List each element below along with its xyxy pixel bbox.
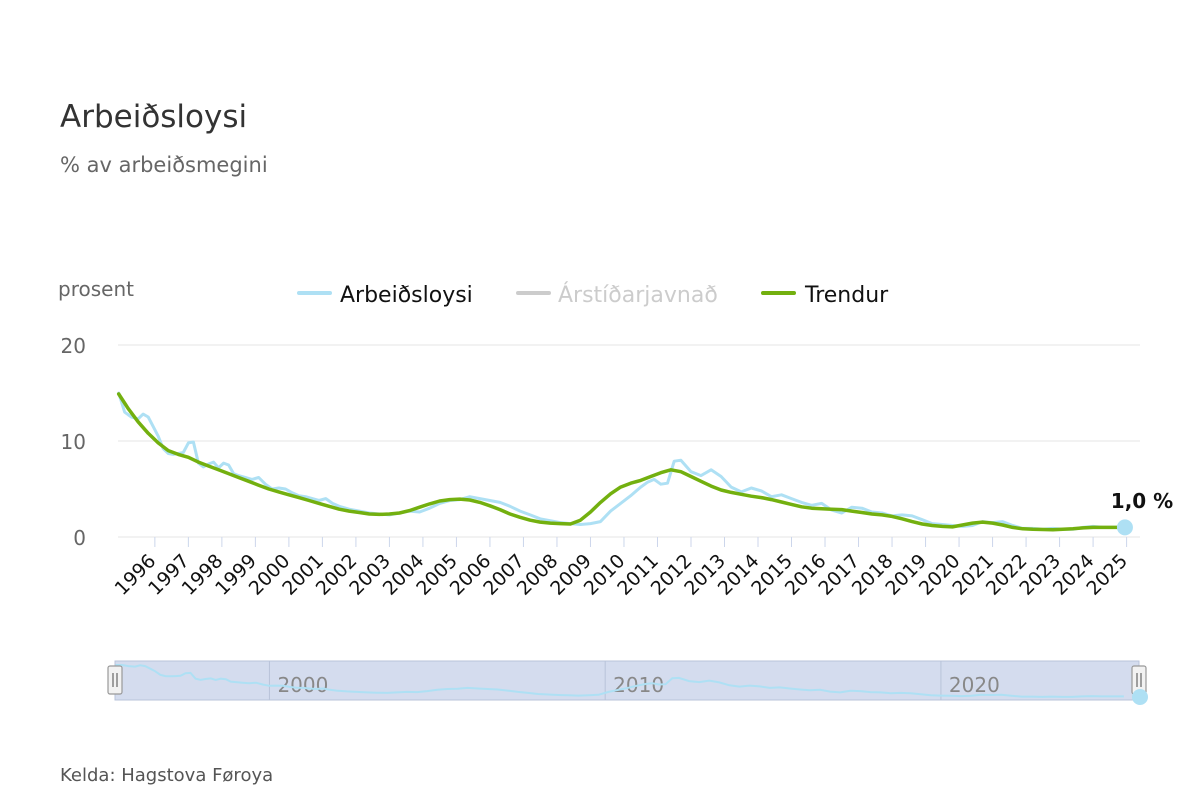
legend-label-unemployment: Arbeiðsloysi	[340, 283, 473, 308]
legend-item-seasonal[interactable]: Árstíðarjavnað	[516, 282, 718, 308]
y-axis: 0 10 20	[61, 334, 86, 550]
navigator-tick-label-2020: 2020	[949, 673, 1000, 697]
legend-label-seasonal: Árstíðarjavnað	[558, 282, 718, 308]
last-value-label: 1,0 %	[1111, 489, 1173, 513]
series-line-trend[interactable]	[116, 392, 1127, 532]
last-point-marker[interactable]	[1116, 519, 1133, 536]
chart-title: Arbeiðsloysi	[60, 99, 247, 135]
y-tick-label-20: 20	[61, 334, 86, 358]
series-line-unemployment[interactable]	[117, 391, 1127, 531]
source-credit: Kelda: Hagstova Føroya	[60, 765, 273, 786]
y-tick-label-10: 10	[61, 430, 86, 454]
navigator-tick-label-2000: 2000	[277, 673, 328, 697]
y-tick-label-0: 0	[73, 526, 86, 550]
navigator[interactable]: 2000 2010 2020	[107, 660, 1148, 705]
legend-item-trend[interactable]: Trendur	[761, 283, 889, 308]
chart-subtitle: % av arbeiðsmegini	[60, 153, 268, 177]
legend: Arbeiðsloysi Árstíðarjavnað Trendur	[297, 282, 889, 308]
navigator-axis: 2000 2010 2020	[268, 661, 1000, 700]
navigator-handle-left[interactable]	[107, 665, 123, 695]
legend-item-unemployment[interactable]: Arbeiðsloysi	[297, 283, 473, 308]
grid	[118, 344, 1140, 538]
x-axis: 1996199719981999200020012002200320042005…	[111, 537, 1132, 600]
navigator-handle-right[interactable]	[1131, 665, 1147, 695]
navigator-series-unemployment	[115, 664, 1124, 698]
plot-area	[116, 391, 1133, 536]
navigator-end-marker	[1132, 689, 1148, 705]
legend-label-trend: Trendur	[804, 283, 889, 308]
y-axis-label: prosent	[58, 277, 134, 301]
